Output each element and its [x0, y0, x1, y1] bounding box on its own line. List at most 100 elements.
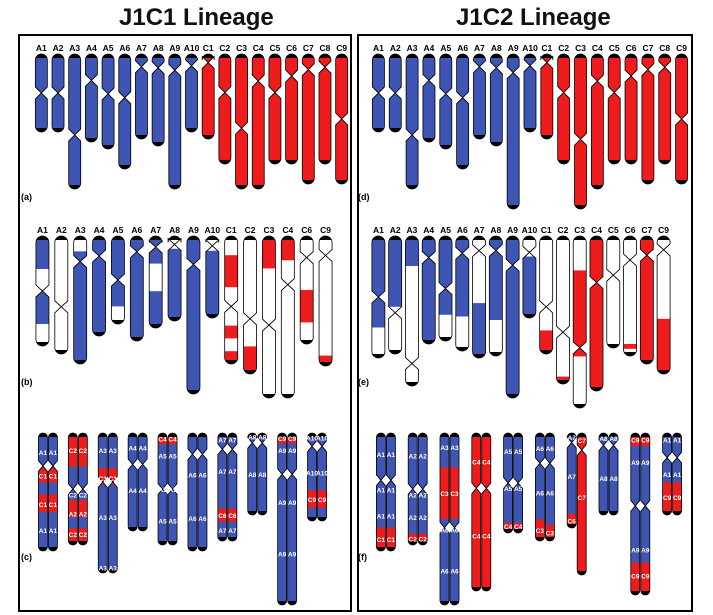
chromosome-segment	[227, 521, 237, 541]
segment-label: C4	[504, 524, 513, 531]
chromosome-segment	[217, 433, 227, 510]
centromere-mark	[217, 443, 228, 455]
chromosome-label: A1	[36, 43, 47, 53]
telomere-cap	[158, 433, 168, 437]
chromosome-outline	[539, 235, 554, 355]
chromosome-pair-member	[598, 432, 609, 516]
chromosome-label: C4	[282, 225, 293, 235]
chromosome-A5	[439, 53, 453, 150]
chromosome-outline	[505, 235, 520, 399]
chromosome-outline	[376, 432, 386, 552]
chromosome-segment	[149, 236, 163, 265]
telomere-cap	[439, 145, 452, 149]
chromosome-label: A7	[474, 225, 485, 235]
segment-label: A5	[168, 453, 177, 460]
segment-label: A6	[536, 446, 545, 453]
chromosome-segment	[557, 54, 570, 164]
centromere-mark	[557, 86, 570, 99]
segment-label: A7	[568, 474, 577, 481]
telomere-cap	[158, 541, 168, 545]
telomere-cap	[481, 587, 491, 591]
chromosome-pair-member	[187, 432, 198, 552]
telomere-cap	[599, 511, 608, 515]
telomere-cap	[591, 185, 604, 189]
segment-label: C7	[578, 438, 587, 445]
centromere-mark	[307, 440, 317, 452]
chromosome-segment	[48, 494, 58, 513]
chromosome-label: A5	[440, 43, 451, 53]
panel-label: (b)	[21, 377, 33, 387]
chromosome-C1	[201, 53, 215, 140]
chromosome-C2	[243, 235, 257, 375]
chromosome-label: A4	[423, 225, 434, 235]
centromere-mark	[386, 474, 396, 486]
chromosome-segment	[38, 468, 48, 484]
segment-label: A1	[377, 488, 386, 495]
chromosome-segment	[285, 54, 298, 164]
telomere-cap	[675, 180, 688, 184]
chromosome-outline	[167, 432, 178, 546]
telomere-cap	[513, 529, 523, 533]
centromere-mark	[35, 86, 48, 100]
chromosome-pair-member	[127, 432, 138, 532]
chromosome-outline	[471, 432, 482, 592]
chromosome-segment	[672, 482, 682, 515]
telomere-cap	[608, 160, 621, 164]
chromosome-outline	[388, 235, 403, 355]
chromosome-pair-member	[535, 432, 545, 542]
chromosome-pair-member	[137, 432, 148, 532]
telomere-cap	[54, 350, 68, 354]
chromosome-A7	[472, 235, 486, 359]
centromere-mark	[472, 244, 486, 257]
chromosome-segment	[202, 54, 215, 139]
chromosome-label: C7	[642, 43, 653, 53]
telomere-cap	[202, 135, 215, 139]
centromere-mark	[439, 87, 453, 101]
chromosome-segment	[185, 54, 198, 132]
chromosome-outline	[439, 432, 450, 606]
segment-label: C3	[440, 491, 449, 498]
centromere-mark	[118, 91, 131, 104]
chromosome-outline	[227, 432, 238, 542]
segment-label: A6	[188, 472, 197, 479]
chromosome-outline	[576, 432, 587, 576]
chromosome-label: C2	[558, 43, 569, 53]
chromosome-A4	[422, 53, 436, 143]
chromosome-outline	[54, 235, 69, 355]
chromosome-segment	[197, 433, 207, 551]
chromosome-label: C9	[658, 225, 669, 235]
chromosome-pair-member	[640, 432, 651, 596]
chromosome-pair-member	[662, 432, 672, 516]
telomere-cap	[135, 135, 148, 139]
chromosome-label: A5	[113, 225, 124, 235]
chromosome-outline	[503, 432, 513, 534]
chromosome-A5	[101, 53, 115, 150]
telomere-cap	[567, 524, 577, 528]
centromere-mark	[281, 278, 295, 291]
chromosome-label: C5	[608, 225, 619, 235]
chromosome-pair-member	[38, 432, 48, 552]
telomere-cap	[102, 145, 115, 149]
centromere-mark	[235, 122, 248, 135]
chromosome-outline	[48, 432, 58, 552]
chromosome-segment	[522, 256, 536, 319]
chromosome-segment	[513, 523, 523, 533]
chromosome-segment	[205, 250, 219, 319]
telomere-cap	[608, 54, 621, 58]
telomere-cap	[406, 54, 419, 58]
chromosome-outline	[556, 235, 570, 385]
telomere-cap	[439, 236, 452, 240]
telomere-cap	[152, 54, 165, 58]
centromere-mark	[608, 439, 619, 451]
segment-label: A8	[258, 434, 267, 441]
telomere-cap	[573, 404, 587, 408]
chromosome-outline	[262, 235, 276, 399]
chromosome-segment	[608, 54, 621, 164]
segment-label: C9	[631, 574, 640, 581]
chromosome-label: A5	[440, 225, 451, 235]
centromere-mark	[277, 468, 287, 480]
chromosome-segment	[406, 54, 419, 189]
telomere-cap	[540, 54, 553, 58]
telomere-cap	[440, 433, 449, 437]
chromosome-segment	[302, 54, 315, 184]
